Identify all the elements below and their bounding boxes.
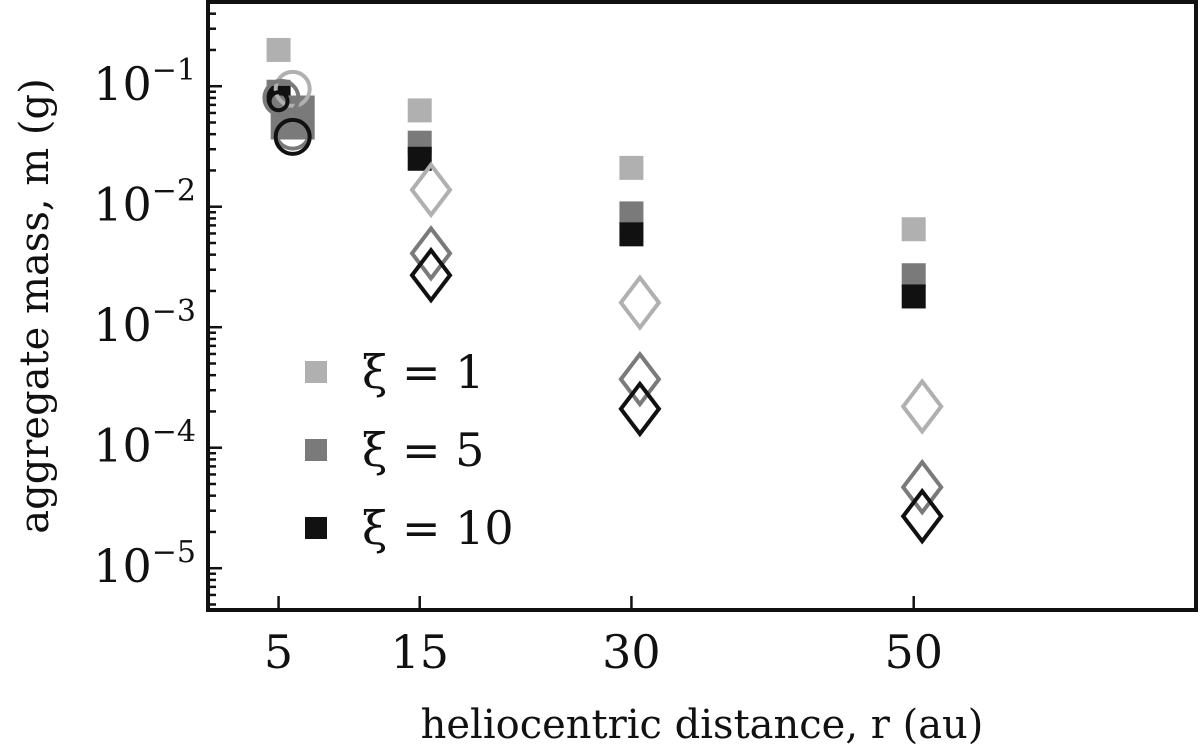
y-axis: 10−1 10−2 10−3 10−4 10−5 bbox=[93, 0, 222, 606]
plot-frame bbox=[206, 0, 1198, 612]
legend-label: ξ = 5 bbox=[362, 423, 484, 477]
circle-marker bbox=[267, 90, 290, 113]
legend-marker bbox=[305, 517, 327, 539]
y-axis-title: aggregate mass, m (g) bbox=[12, 78, 58, 534]
square-marker bbox=[619, 201, 644, 226]
circle-marker bbox=[273, 117, 312, 156]
x-tick-label: 50 bbox=[884, 625, 943, 679]
square-marker bbox=[619, 222, 644, 247]
x-tick-label: 15 bbox=[390, 625, 449, 679]
square-marker bbox=[266, 37, 291, 62]
diamond-marker bbox=[409, 225, 453, 282]
y-tick-label: 10−2 bbox=[93, 174, 196, 232]
square-marker bbox=[619, 155, 644, 180]
legend-label: ξ = 1 bbox=[362, 345, 484, 399]
diamond-marker bbox=[618, 380, 662, 438]
legend-marker bbox=[305, 361, 327, 383]
y-tick-label: 10−4 bbox=[93, 415, 196, 473]
x-tick-label: 30 bbox=[602, 625, 661, 679]
square-marker bbox=[901, 284, 926, 309]
data-marks bbox=[262, 37, 944, 545]
y-tick-label: 10−1 bbox=[93, 53, 196, 111]
diamond-marker bbox=[900, 458, 944, 516]
square-marker bbox=[901, 263, 926, 288]
legend-marker bbox=[305, 439, 327, 461]
y-tick-label: 10−3 bbox=[93, 294, 196, 352]
x-axis-title: heliocentric distance, r (au) bbox=[421, 702, 984, 748]
diamond-marker bbox=[900, 378, 944, 435]
diamond-marker bbox=[618, 274, 662, 331]
diamond-marker bbox=[900, 487, 944, 545]
diamond-marker bbox=[409, 161, 453, 219]
circle-marker bbox=[273, 69, 312, 108]
circle-marker bbox=[262, 78, 301, 117]
diamond-marker bbox=[409, 246, 453, 304]
square-marker bbox=[407, 98, 432, 123]
diamond-marker bbox=[618, 350, 662, 408]
square-marker bbox=[901, 217, 926, 242]
legend: ξ = 1 ξ = 5 ξ = 10 bbox=[305, 345, 514, 555]
legend-label: ξ = 10 bbox=[362, 501, 514, 555]
x-tick-label: 5 bbox=[264, 625, 293, 679]
x-axis: 5 15 30 50 bbox=[264, 596, 943, 679]
y-tick-label: 10−5 bbox=[93, 535, 196, 593]
